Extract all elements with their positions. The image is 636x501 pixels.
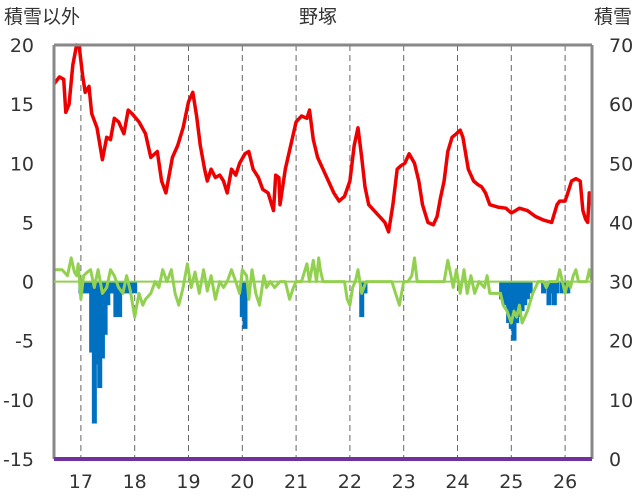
grid-lines [80, 45, 566, 459]
blue-bar-18 [239, 281, 245, 318]
plot-frame [52, 43, 594, 461]
blue-bar-series [78, 281, 571, 424]
y-left-tick--5: -5 [15, 331, 34, 353]
x-tick-26: 26 [553, 471, 577, 493]
blue-bar-10 [107, 281, 113, 294]
blue-bar-34 [546, 281, 552, 306]
x-tick-25: 25 [499, 471, 523, 493]
blue-bar-24 [506, 281, 512, 323]
x-tick-22: 22 [338, 471, 362, 493]
blue-bar-15 [124, 281, 130, 294]
blue-bar-29 [519, 281, 525, 312]
y-left-tick-5: 5 [22, 212, 34, 234]
y-left-tick--15: -15 [3, 449, 34, 471]
y-right-tick-30: 30 [609, 272, 633, 294]
blue-bar-31 [524, 281, 530, 300]
blue-bar-36 [551, 281, 557, 306]
blue-bar-3 [89, 281, 95, 353]
x-tick-18: 18 [123, 471, 147, 493]
y-right-tick-0: 0 [609, 449, 621, 471]
y-right-tick-70: 70 [609, 35, 633, 57]
blue-bar-11 [110, 281, 116, 294]
blue-bar-13 [117, 281, 123, 318]
y-left-tick--10: -10 [3, 390, 34, 412]
blue-bar-5 [94, 281, 100, 365]
y-right-tick-20: 20 [609, 331, 633, 353]
chart-title: 野塚 [298, 6, 338, 28]
blue-bar-9 [105, 281, 111, 306]
blue-bar-33 [541, 281, 547, 294]
blue-bar-25 [508, 281, 514, 329]
x-tick-17: 17 [69, 471, 93, 493]
x-tick-23: 23 [392, 471, 416, 493]
y-right-axis-label: 積雪 [593, 6, 632, 28]
blue-bar-12 [113, 281, 119, 318]
blue-bar-28 [516, 281, 522, 318]
blue-bar-30 [522, 281, 528, 306]
blue-bar-32 [527, 281, 533, 294]
y-left-tick-0: 0 [22, 272, 34, 294]
y-left-tick-15: 15 [10, 94, 34, 116]
blue-bar-1 [82, 281, 88, 294]
y-right-tick-10: 10 [609, 390, 633, 412]
y-left-axis-label: 積雪以外 [4, 6, 81, 28]
x-tick-20: 20 [230, 471, 254, 493]
blue-bar-8 [102, 281, 108, 335]
blue-bar-7 [99, 281, 105, 359]
y-right-tick-60: 60 [609, 94, 633, 116]
blue-bar-17 [132, 281, 138, 294]
y-left-tick-10: 10 [10, 153, 34, 175]
blue-bar-22 [499, 281, 505, 300]
y-left-tick-20: 20 [10, 35, 34, 57]
y-right-tick-40: 40 [609, 212, 633, 234]
blue-bar-23 [503, 281, 509, 306]
blue-bar-6 [97, 281, 103, 389]
blue-bar-4 [91, 281, 97, 424]
blue-bar-19 [242, 281, 248, 329]
x-tick-24: 24 [445, 471, 469, 493]
blue-bar-20 [359, 281, 365, 318]
blue-bar-35 [549, 281, 555, 294]
y-right-tick-50: 50 [609, 153, 633, 175]
x-tick-21: 21 [284, 471, 308, 493]
blue-bar-37 [554, 281, 560, 294]
blue-bar-27 [514, 281, 520, 323]
x-tick-19: 19 [176, 471, 200, 493]
red-series-line [52, 43, 593, 234]
blue-bar-2 [86, 281, 92, 294]
